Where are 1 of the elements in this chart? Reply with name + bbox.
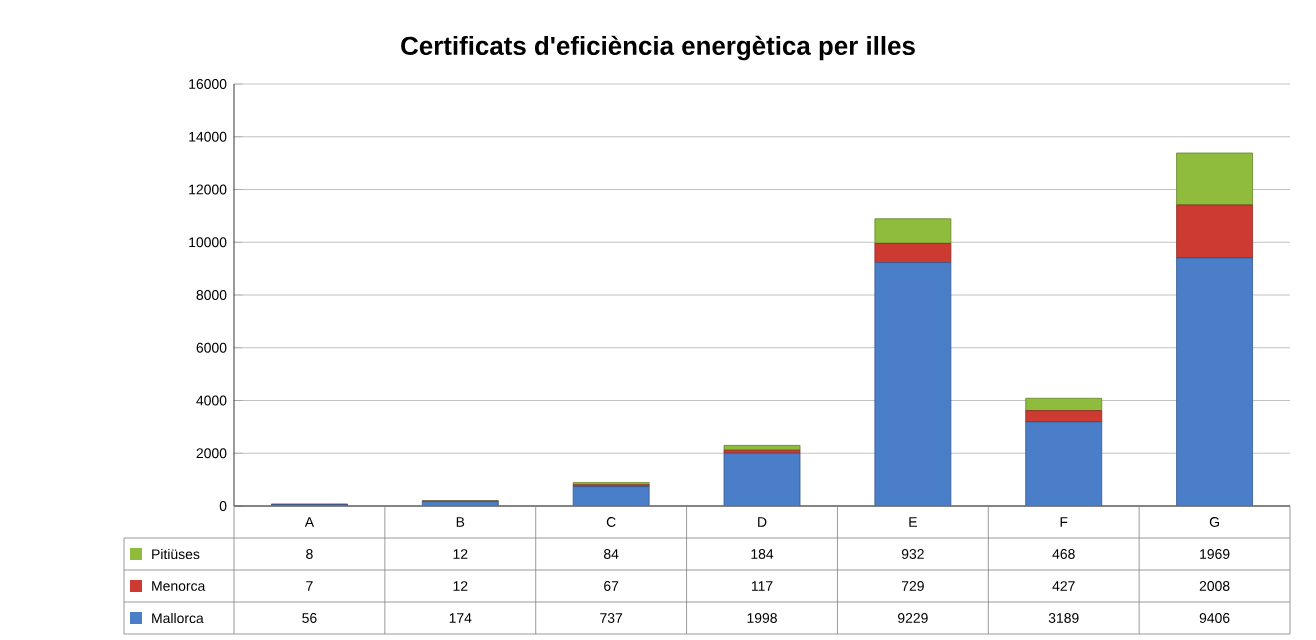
chart-title: Certificats d'eficiència energètica per illes [401, 35, 915, 61]
